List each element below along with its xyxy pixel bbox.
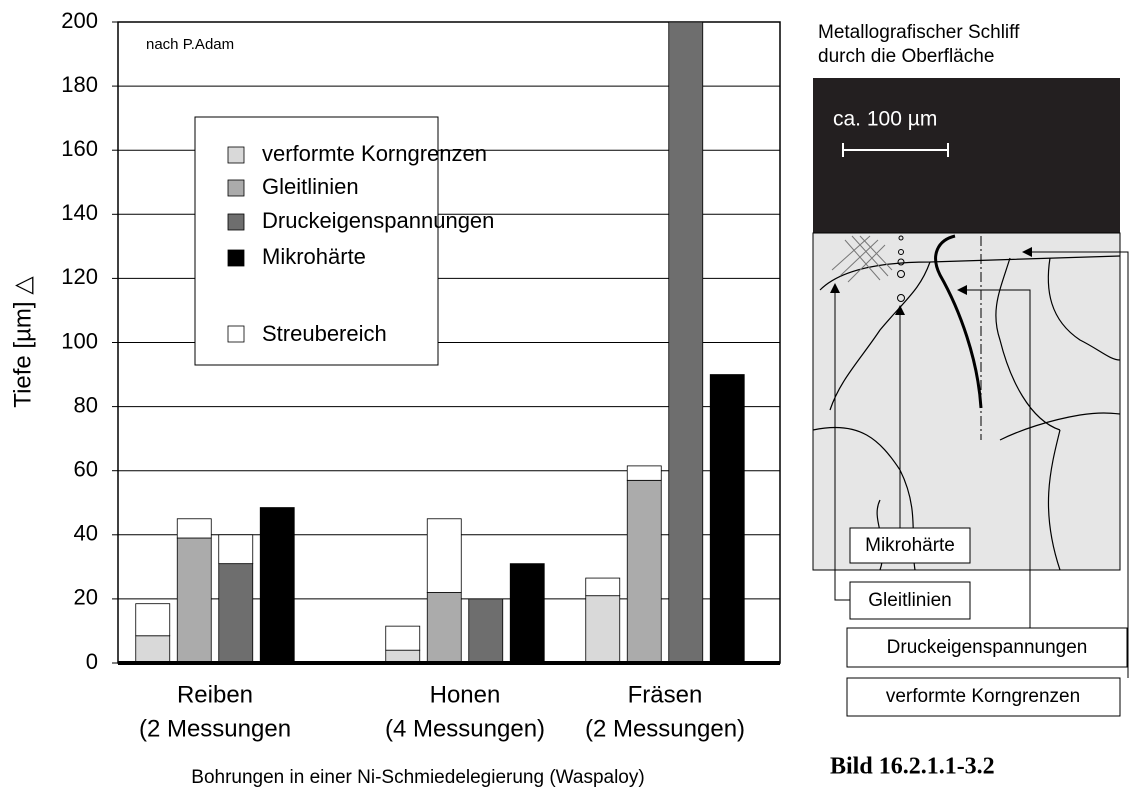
annotation: nach P.Adam <box>146 36 234 53</box>
y-tick-label: 160 <box>61 136 98 161</box>
range-bar <box>427 519 461 593</box>
y-tick-label: 0 <box>86 649 98 674</box>
legend-swatch <box>228 147 244 163</box>
bar <box>627 480 661 663</box>
y-tick-label: 100 <box>61 328 98 353</box>
y-tick-label: 80 <box>74 392 98 417</box>
y-tick-label: 180 <box>61 72 98 97</box>
legend-label: verformte Korngrenzen <box>262 141 487 166</box>
legend-swatch <box>228 180 244 196</box>
diagram-label: verformte Korngrenzen <box>886 686 1080 707</box>
bar <box>219 564 253 663</box>
x-tick-note: (4 Messungen) <box>385 715 545 742</box>
bar <box>669 22 703 663</box>
y-tick-label: 60 <box>74 457 98 482</box>
y-tick-label: 40 <box>74 521 98 546</box>
x-tick-label: Fräsen <box>628 681 703 708</box>
y-tick-label: 140 <box>61 200 98 225</box>
range-bar <box>219 535 253 564</box>
legend-label: Gleitlinien <box>262 174 359 199</box>
legend-label: Mikrohärte <box>262 244 366 269</box>
legend-swatch <box>228 250 244 266</box>
page: 0 20 40 60 80 100 120 140 160 180 200 nach P.Adam Ti… <box>0 0 1129 794</box>
scale-label: ca. 100 µm <box>833 108 937 131</box>
bar <box>586 596 620 663</box>
range-bar <box>627 466 661 480</box>
x-tick-note: (2 Messungen <box>139 715 291 742</box>
diagram: Metallografischer Schliff durch die Ober… <box>813 22 1128 780</box>
bar <box>260 508 294 663</box>
diagram-label: Druckeigenspannungen <box>887 637 1088 658</box>
range-bar <box>136 604 170 636</box>
bar <box>710 375 744 663</box>
bar <box>136 636 170 663</box>
range-bar <box>177 519 211 538</box>
x-axis-label: Bohrungen in einer Ni-Schmiedelegierung … <box>191 767 644 788</box>
x-tick-note: (2 Messungen) <box>585 715 745 742</box>
range-bar <box>586 578 620 596</box>
x-tick-label: Honen <box>430 681 501 708</box>
microstructure <box>813 233 1120 570</box>
diagram-title: Metallografischer Schliff <box>818 22 1020 43</box>
x-tick-label: Reiben <box>177 681 253 708</box>
y-tick-label: 120 <box>61 264 98 289</box>
bar <box>469 599 503 663</box>
range-bar <box>386 626 420 650</box>
legend-label: Streubereich <box>262 321 387 346</box>
diagram-label: Mikrohärte <box>865 535 955 556</box>
legend-label: Druckeigenspannungen <box>262 208 494 233</box>
caption: Bild 16.2.1.1-3.2 <box>830 754 995 780</box>
diagram-title: durch die Oberfläche <box>818 46 994 67</box>
bar <box>177 538 211 663</box>
bar <box>427 592 461 663</box>
legend-swatch <box>228 326 244 342</box>
y-tick-label: 20 <box>74 585 98 610</box>
y-axis-label: Tiefe [µm] △ <box>9 276 36 408</box>
legend-swatch <box>228 214 244 230</box>
bar <box>510 564 544 663</box>
surface-layer <box>813 78 1120 233</box>
y-tick-label: 200 <box>61 8 98 33</box>
diagram-label: Gleitlinien <box>868 590 951 611</box>
